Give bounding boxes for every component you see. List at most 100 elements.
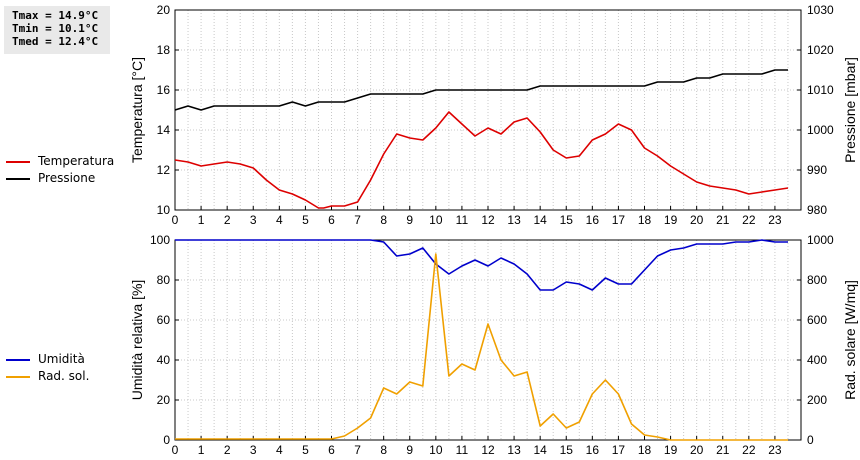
chart-humidity-radiation: 0 1 2 3 4 5 6 7 8 9 10 11 12 13 14 15 16 17 18 19 20 21 22 2302… [129, 233, 858, 457]
x-tick-label: 4 [276, 443, 283, 457]
x-tick-label: 23 [768, 443, 782, 457]
x-tick-label: 5 [302, 443, 309, 457]
legend-item-umidita: Umidità [6, 351, 89, 368]
x-tick-label: 17 [612, 213, 626, 227]
x-tick-label: 16 [586, 213, 600, 227]
x-tick-label: 1 [198, 213, 205, 227]
y-right-tick-label: 990 [807, 163, 827, 177]
x-tick-label: 2 [224, 213, 231, 227]
y-right-tick-label: 400 [807, 353, 827, 367]
y-right-tick-label: 800 [807, 273, 827, 287]
x-tick-label: 20 [690, 443, 704, 457]
stat-tmed: Tmed = 12.4°C [12, 35, 99, 48]
stats-box: Tmax = 14.9°C Tmin = 10.1°C Tmed = 12.4°… [4, 6, 110, 54]
y-left-tick-label: 16 [157, 83, 171, 97]
x-tick-label: 10 [429, 213, 443, 227]
x-tick-label: 3 [250, 213, 257, 227]
x-tick-label: 11 [456, 213, 469, 227]
legend-label-radsol: Rad. sol. [38, 369, 90, 383]
legend-swatch-radsol [6, 376, 30, 378]
x-tick-label: 10 [429, 443, 443, 457]
y-right-tick-label: 1010 [807, 83, 834, 97]
x-tick-label: 21 [716, 443, 730, 457]
y-left-tick-label: 20 [157, 393, 171, 407]
x-tick-label: 13 [507, 213, 521, 227]
x-tick-label: 20 [690, 213, 704, 227]
x-tick-label: 3 [250, 443, 257, 457]
x-tick-label: 22 [742, 443, 756, 457]
y-left-tick-label: 10 [157, 203, 171, 217]
series-line-umidit- [175, 239, 788, 291]
legend-swatch-temperatura [6, 161, 30, 163]
x-tick-label: 18 [638, 213, 652, 227]
x-tick-label: 22 [742, 213, 756, 227]
x-tick-label: 0 [172, 443, 179, 457]
x-tick-label: 9 [406, 213, 413, 227]
y-left-tick-label: 14 [157, 123, 171, 137]
legend-bottom: Umidità Rad. sol. [6, 351, 89, 385]
stat-tmin: Tmin = 10.1°C [12, 22, 99, 35]
y-left-axis-title: Temperatura [°C] [129, 57, 145, 163]
x-tick-label: 15 [560, 443, 574, 457]
y-right-tick-label: 1000 [807, 233, 834, 247]
x-tick-label: 4 [276, 213, 283, 227]
legend-label-temperatura: Temperatura [38, 154, 115, 168]
y-right-axis-title: Pressione [mbar] [842, 57, 858, 163]
y-right-axis-title: Rad. solare [W/mq] [842, 280, 858, 400]
y-left-axis-title: Umidità relativa [%] [129, 280, 145, 401]
x-tick-label: 13 [507, 443, 521, 457]
x-tick-label: 12 [481, 443, 495, 457]
x-tick-label: 14 [533, 213, 547, 227]
y-left-tick-label: 80 [157, 273, 171, 287]
y-left-tick-label: 60 [157, 313, 171, 327]
x-tick-label: 19 [664, 443, 678, 457]
chart-temperature-pressure: 0 1 2 3 4 5 6 7 8 9 10 11 12 13 14 15 16 17 18 19 20 21 22 2310… [129, 3, 858, 227]
x-tick-label: 6 [328, 443, 335, 457]
y-left-tick-label: 12 [157, 163, 171, 177]
legend-item-radsol: Rad. sol. [6, 368, 89, 385]
x-tick-label: 23 [768, 213, 782, 227]
y-left-tick-label: 100 [150, 233, 170, 247]
x-tick-label: 6 [328, 213, 335, 227]
stat-tmax: Tmax = 14.9°C [12, 9, 99, 22]
x-tick-label: 17 [612, 443, 626, 457]
legend-top: Temperatura Pressione [6, 153, 114, 187]
x-tick-label: 8 [380, 213, 387, 227]
y-right-tick-label: 1020 [807, 43, 834, 57]
legend-item-pressione: Pressione [6, 170, 114, 187]
x-tick-label: 9 [406, 443, 413, 457]
series-line-pressione [174, 69, 788, 111]
x-tick-label: 15 [560, 213, 574, 227]
x-tick-label: 7 [354, 213, 361, 227]
x-tick-label: 16 [586, 443, 600, 457]
y-right-tick-label: 600 [807, 313, 827, 327]
y-right-tick-label: 1030 [807, 3, 834, 17]
x-tick-label: 7 [354, 443, 361, 457]
x-tick-label: 12 [481, 213, 495, 227]
legend-swatch-pressione [6, 178, 30, 180]
x-tick-label: 19 [664, 213, 678, 227]
x-tick-label: 0 [172, 213, 179, 227]
y-left-tick-label: 20 [157, 3, 171, 17]
x-tick-label: 2 [224, 443, 231, 457]
series-line-temperatura [174, 111, 789, 209]
y-left-tick-label: 18 [157, 43, 171, 57]
legend-label-pressione: Pressione [38, 171, 96, 185]
legend-label-umidita: Umidità [38, 352, 85, 366]
x-tick-label: 21 [716, 213, 730, 227]
x-tick-label: 8 [380, 443, 387, 457]
y-right-tick-label: 1000 [807, 123, 834, 137]
y-right-tick-label: 0 [807, 433, 814, 447]
y-right-tick-label: 200 [807, 393, 827, 407]
x-tick-label: 18 [638, 443, 652, 457]
y-right-tick-label: 980 [807, 203, 827, 217]
x-tick-label: 5 [302, 213, 309, 227]
x-tick-label: 1 [198, 443, 205, 457]
legend-item-temperatura: Temperatura [6, 153, 114, 170]
legend-swatch-umidita [6, 359, 30, 361]
x-tick-label: 11 [456, 443, 469, 457]
series-line-rad-sol- [175, 253, 788, 441]
x-tick-label: 14 [533, 443, 547, 457]
y-left-tick-label: 40 [157, 353, 171, 367]
